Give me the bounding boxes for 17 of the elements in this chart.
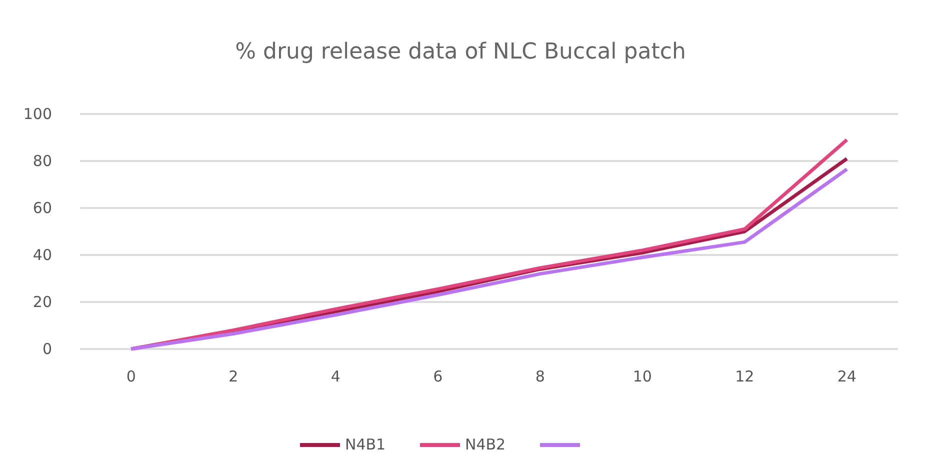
y-tick-label: 100: [23, 105, 52, 123]
x-tick-label: 4: [330, 368, 340, 386]
x-tick-label: 2: [228, 368, 238, 386]
y-tick-label: 80: [32, 152, 52, 170]
y-tick-label: 60: [32, 199, 52, 217]
x-tick-label: 12: [735, 368, 754, 386]
x-tick-label: 10: [632, 368, 652, 386]
y-tick-label: 40: [32, 246, 52, 264]
legend-label: N4B2: [465, 436, 506, 454]
legend-label: N4B1: [345, 436, 386, 454]
x-tick-label: 24: [837, 368, 856, 386]
x-tick-label: 0: [126, 368, 136, 386]
y-tick-label: 20: [32, 293, 52, 311]
x-tick-label: 6: [433, 368, 443, 386]
chart-title: % drug release data of NLC Buccal patch: [235, 40, 686, 64]
y-tick-label: 0: [42, 340, 52, 358]
x-tick-label: 8: [535, 368, 545, 386]
